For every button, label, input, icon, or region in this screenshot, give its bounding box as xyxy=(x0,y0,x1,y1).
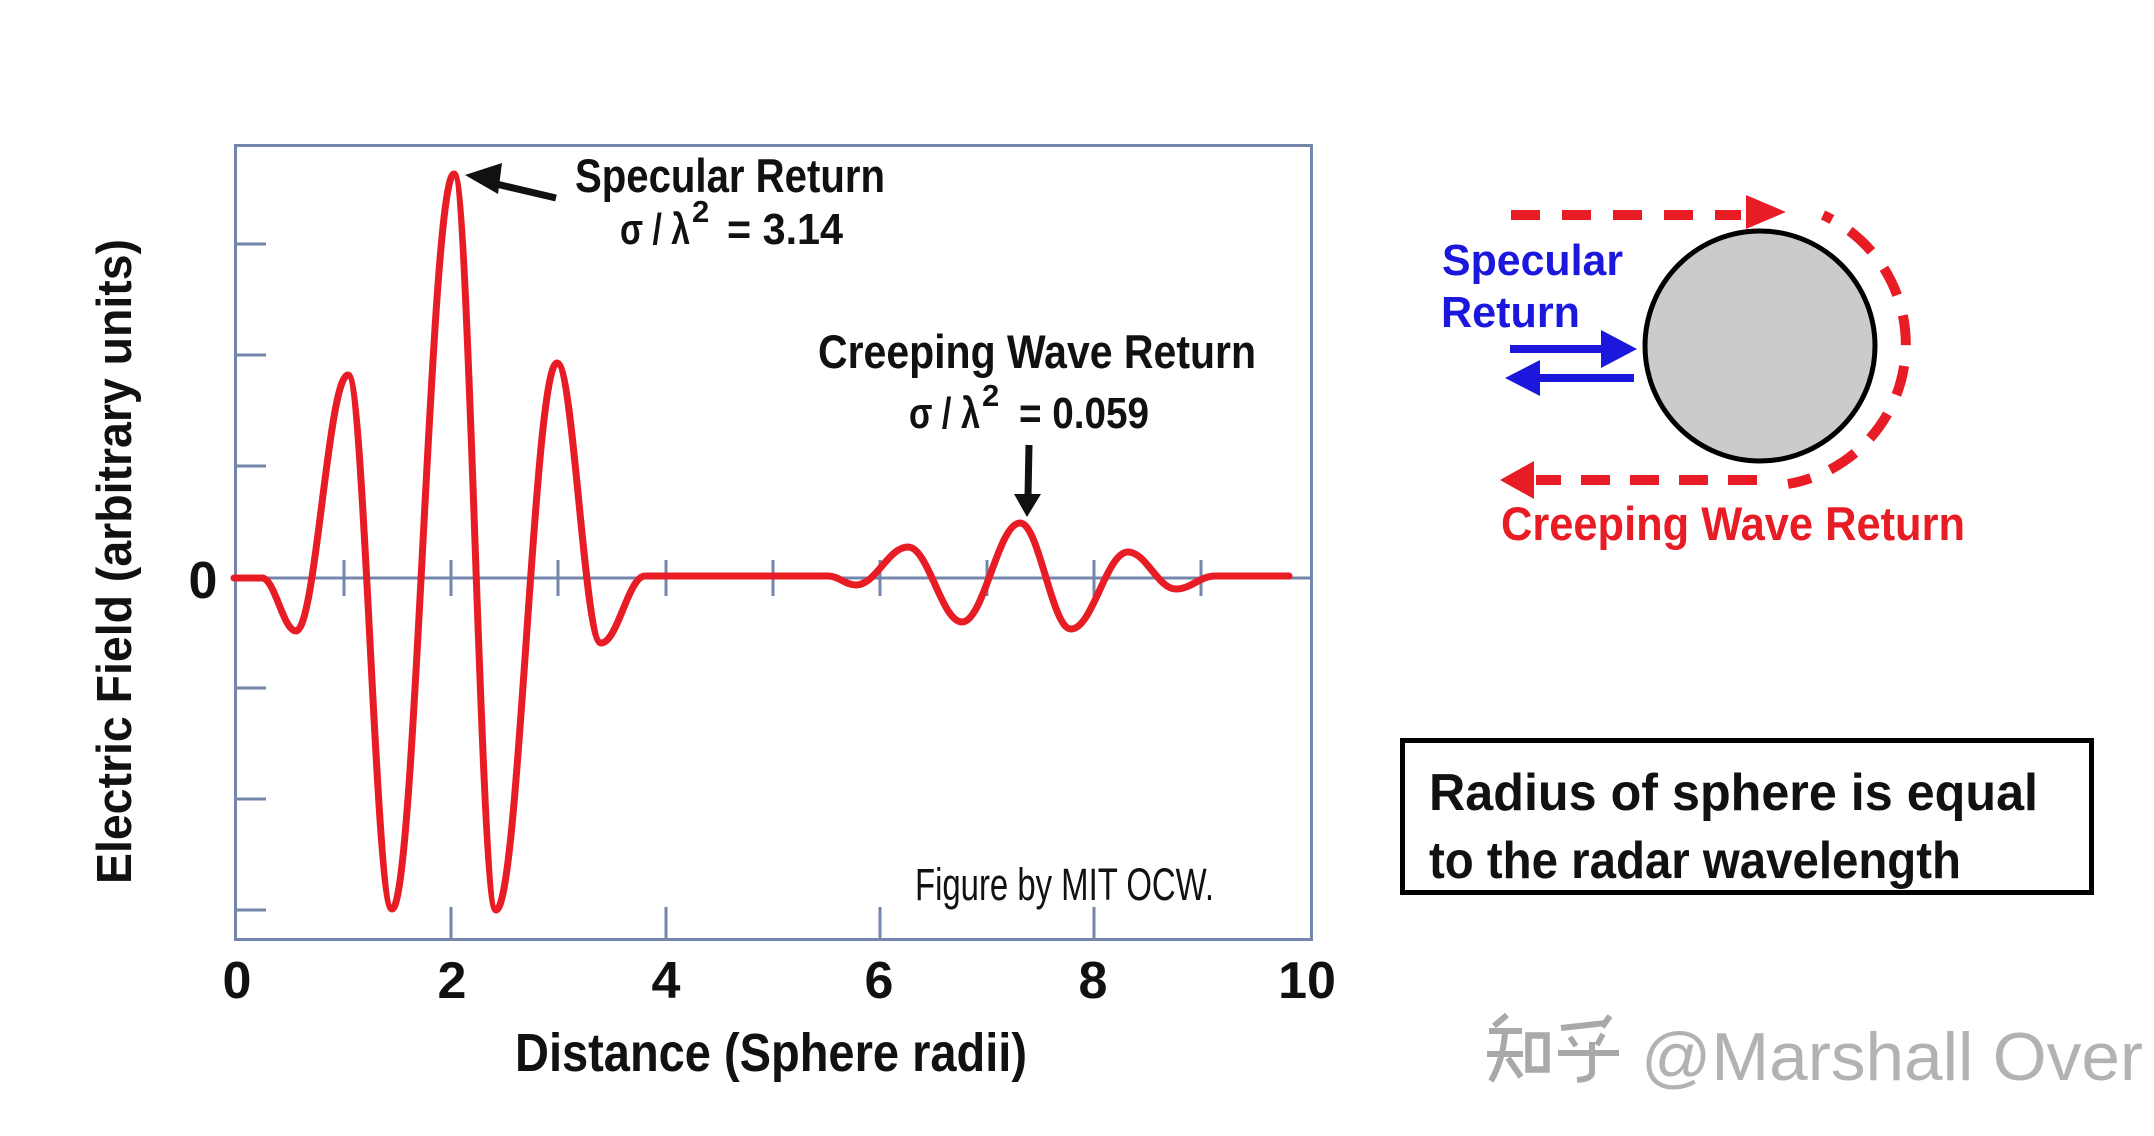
svg-text:Specular Return: Specular Return xyxy=(575,149,885,202)
svg-text:σ / λ: σ / λ xyxy=(909,389,980,438)
svg-text:Specular: Specular xyxy=(1442,236,1623,285)
svg-text:Figure by MIT OCW.: Figure by MIT OCW. xyxy=(915,859,1214,910)
svg-text:Distance (Sphere radii): Distance (Sphere radii) xyxy=(515,1023,1027,1083)
svg-text:8: 8 xyxy=(1079,952,1108,1010)
svg-text:2: 2 xyxy=(438,952,467,1010)
svg-text:6: 6 xyxy=(865,952,894,1010)
svg-text:0: 0 xyxy=(189,552,218,610)
svg-text:10: 10 xyxy=(1278,952,1336,1010)
svg-text:= 0.059: = 0.059 xyxy=(1019,389,1149,438)
svg-text:Electric Field (arbitrary unit: Electric Field (arbitrary units) xyxy=(88,239,142,884)
svg-text:2: 2 xyxy=(982,378,999,413)
svg-text:to the radar wavelength: to the radar wavelength xyxy=(1429,832,1961,890)
svg-text:= 3.14: = 3.14 xyxy=(727,205,843,254)
svg-text:@Marshall Over: @Marshall Over xyxy=(1641,1019,2143,1095)
svg-text:Creeping Wave Return: Creeping Wave Return xyxy=(818,325,1256,378)
svg-text:σ / λ: σ / λ xyxy=(620,205,690,254)
svg-text:Radius of sphere is equal: Radius of sphere is equal xyxy=(1429,764,2038,822)
svg-text:0: 0 xyxy=(223,952,252,1010)
svg-text:4: 4 xyxy=(652,952,681,1010)
svg-text:Return: Return xyxy=(1441,288,1580,337)
svg-text:2: 2 xyxy=(692,194,709,229)
svg-text:Creeping Wave Return: Creeping Wave Return xyxy=(1501,497,1965,550)
